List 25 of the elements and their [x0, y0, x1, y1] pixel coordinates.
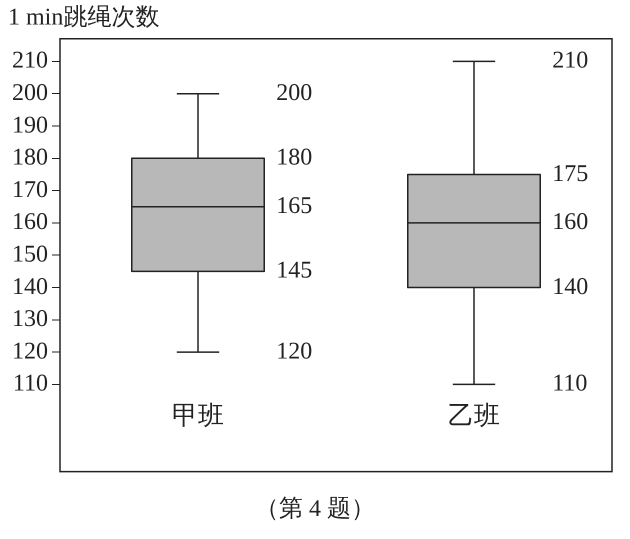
annotation: 145: [276, 258, 312, 284]
annotation: 165: [276, 193, 312, 220]
y-tick-label: 150: [12, 241, 48, 268]
y-tick-label: 200: [12, 80, 48, 106]
chart-title: 1 min跳绳次数: [8, 4, 160, 31]
annotation: 210: [552, 48, 588, 74]
annotation: 180: [276, 144, 312, 171]
annotation: 160: [552, 209, 588, 236]
y-tick-label: 140: [12, 274, 48, 300]
annotation: 110: [552, 370, 588, 397]
y-tick-label: 190: [12, 112, 48, 138]
y-tick-label: 120: [12, 338, 48, 364]
y-tick-label: 110: [12, 370, 48, 397]
x-tick-label: 乙班: [448, 401, 500, 430]
y-tick-label: 130: [12, 306, 48, 332]
annotation: 175: [552, 160, 588, 187]
annotation: 200: [276, 80, 312, 106]
y-tick-label: 170: [12, 176, 48, 203]
y-tick-label: 180: [12, 144, 48, 171]
x-tick-label: 甲班: [172, 401, 224, 430]
y-tick-label: 160: [12, 209, 48, 236]
annotation: 140: [552, 274, 588, 300]
annotation: 120: [276, 338, 312, 364]
text: （第 4 题）: [254, 495, 376, 524]
y-tick-label: 210: [12, 48, 48, 74]
